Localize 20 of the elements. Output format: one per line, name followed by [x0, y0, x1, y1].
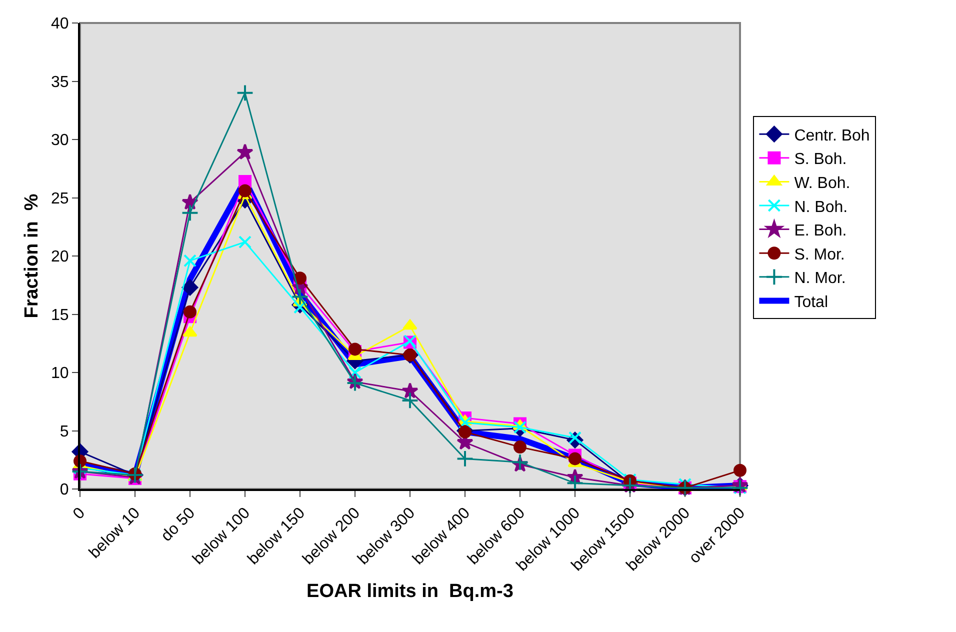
legend-label: E. Boh. [794, 222, 847, 240]
y-tick-label: 10 [51, 365, 69, 382]
y-tick-label: 25 [51, 190, 69, 208]
legend-label: N. Boh. [794, 198, 848, 216]
legend-label: Centr. Boh [794, 127, 870, 144]
x-axis-title: EOAR limits in Bq.m-3 [306, 580, 514, 602]
legend-label: N. Mor. [794, 270, 846, 288]
legend-label: S. Mor. [794, 246, 845, 264]
y-tick-label: 20 [51, 248, 69, 266]
y-axis-title: Fraction in % [21, 194, 42, 318]
y-tick-label: 15 [51, 306, 69, 324]
y-tick-label: 30 [51, 132, 69, 150]
y-tick-label: 5 [60, 423, 69, 440]
y-tick-label: 35 [51, 74, 69, 91]
legend-label: W. Boh. [794, 174, 850, 192]
legend-label: Total [794, 294, 828, 311]
y-tick-label: 40 [51, 16, 69, 33]
x-tick-label: do 50 [158, 504, 199, 546]
y-tick-label: 0 [60, 482, 69, 499]
legend-label: S. Boh. [794, 151, 847, 168]
